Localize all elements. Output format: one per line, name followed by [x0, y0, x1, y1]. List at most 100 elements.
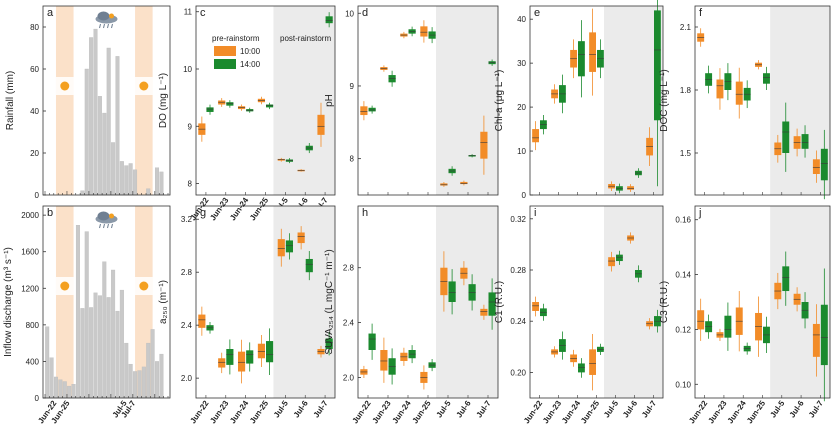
bar [111, 142, 116, 196]
bar [155, 167, 160, 196]
cloud-sun [109, 213, 114, 219]
box-afternoon [782, 266, 790, 292]
box-morning [532, 302, 539, 311]
box-afternoon [206, 107, 214, 112]
box-morning [480, 308, 488, 316]
panel-label-h: h [362, 207, 368, 219]
bar [128, 363, 133, 399]
box-morning [480, 131, 488, 159]
x-tick-label: Jun-24 [726, 399, 748, 426]
panel-f: f 1.5 1.8 2.1 DOC (mg L⁻¹) [659, 5, 831, 200]
legend-post-rainstorm: post-rainstorm [280, 34, 331, 43]
x-tick-label: Jul-5 [768, 399, 786, 420]
box-afternoon [226, 102, 234, 106]
sunny-period-shade [135, 6, 153, 195]
box-afternoon [325, 338, 333, 350]
y-tick-label: 2.4 [343, 319, 355, 328]
bar [80, 308, 85, 399]
y-axis-label: pH [324, 94, 335, 107]
bar [89, 307, 94, 399]
box-morning [589, 32, 596, 72]
plot-frame [42, 205, 171, 399]
box-afternoon [616, 254, 623, 262]
panel-label-e: e [534, 7, 540, 19]
bar [97, 96, 102, 196]
bar [159, 171, 164, 196]
box-morning [257, 343, 265, 359]
legend: pre-rainstorm post-rainstorm 10:00 14:00 [212, 34, 331, 69]
y-tick-label: 0 [522, 191, 527, 200]
post-rainstorm-shade [436, 206, 498, 398]
rain-drop [111, 23, 113, 29]
panel-label-d: d [362, 7, 368, 19]
y-tick-label: 0.16 [675, 216, 691, 225]
panel-label-b: b [47, 207, 53, 219]
rain-drop [107, 223, 109, 229]
bar [58, 379, 63, 399]
rain-drop [107, 23, 109, 29]
y-tick-label: 11 [184, 8, 193, 17]
y-axis-label: SUVA₂₅₄ (L mgC⁻¹ m⁻¹) [324, 249, 335, 354]
box-morning [460, 181, 468, 185]
rain-drop [103, 23, 105, 29]
y-axis-label: DOC (mg L⁻¹) [659, 69, 670, 132]
x-tick-label: Jun-23 [706, 399, 728, 426]
box-morning [735, 81, 743, 105]
legend-pre-rainstorm: pre-rainstorm [212, 34, 260, 43]
bar [102, 261, 107, 399]
box-morning [420, 26, 428, 37]
box-morning [380, 350, 388, 371]
sun-icon-disc [139, 81, 149, 91]
box-afternoon [763, 73, 770, 84]
rain-drop [99, 23, 101, 29]
y-tick-label: 3.2 [181, 215, 193, 224]
box-morning [716, 79, 724, 99]
bar [159, 353, 164, 399]
panel-label-g: g [200, 207, 206, 219]
bar [155, 361, 160, 399]
y-tick-label: 1.5 [680, 149, 692, 158]
y-axis-label: Rainfall (mm) [5, 71, 16, 130]
y-tick-label: 2.8 [181, 268, 193, 277]
box-morning [532, 129, 539, 143]
post-rainstorm-shade [604, 206, 663, 398]
sun-icon [134, 77, 153, 95]
y-tick-label: 40 [30, 107, 39, 116]
x-tick-label: Jul-6 [292, 399, 310, 420]
box-morning [237, 351, 246, 372]
y-tick-label: 10 [345, 9, 354, 18]
sunny-period-shade [55, 6, 74, 195]
bar [89, 37, 94, 196]
box-afternoon [820, 304, 828, 366]
bar [71, 384, 76, 399]
x-tick-label: Jun-24 [390, 399, 412, 426]
panel-label-i: i [534, 207, 536, 219]
sunny-period-shade [55, 206, 74, 398]
box-afternoon [448, 281, 456, 302]
bar [93, 292, 98, 399]
bar [53, 376, 58, 399]
box-morning [608, 257, 615, 267]
bar [84, 68, 89, 196]
y-tick-label: 2.4 [181, 321, 193, 330]
y-tick-label: 2.0 [343, 373, 355, 382]
box-morning [697, 310, 705, 330]
box-afternoon [724, 315, 732, 338]
y-tick-label: 20 [30, 149, 39, 158]
x-tick-label: Jun-23 [208, 399, 230, 426]
y-tick-label: 0.20 [510, 368, 526, 377]
box-afternoon [578, 363, 585, 373]
y-tick-label: 8 [188, 180, 193, 189]
box-afternoon [285, 240, 294, 253]
bar [141, 366, 146, 399]
bar [97, 295, 102, 399]
y-tick-label: 20 [517, 103, 526, 112]
rain-cloud-icon [95, 11, 118, 29]
x-tick-label: Jun-22 [188, 399, 210, 426]
bar [106, 297, 111, 399]
box-morning [277, 239, 285, 257]
box-afternoon [266, 341, 274, 363]
sun-icon [55, 277, 74, 295]
